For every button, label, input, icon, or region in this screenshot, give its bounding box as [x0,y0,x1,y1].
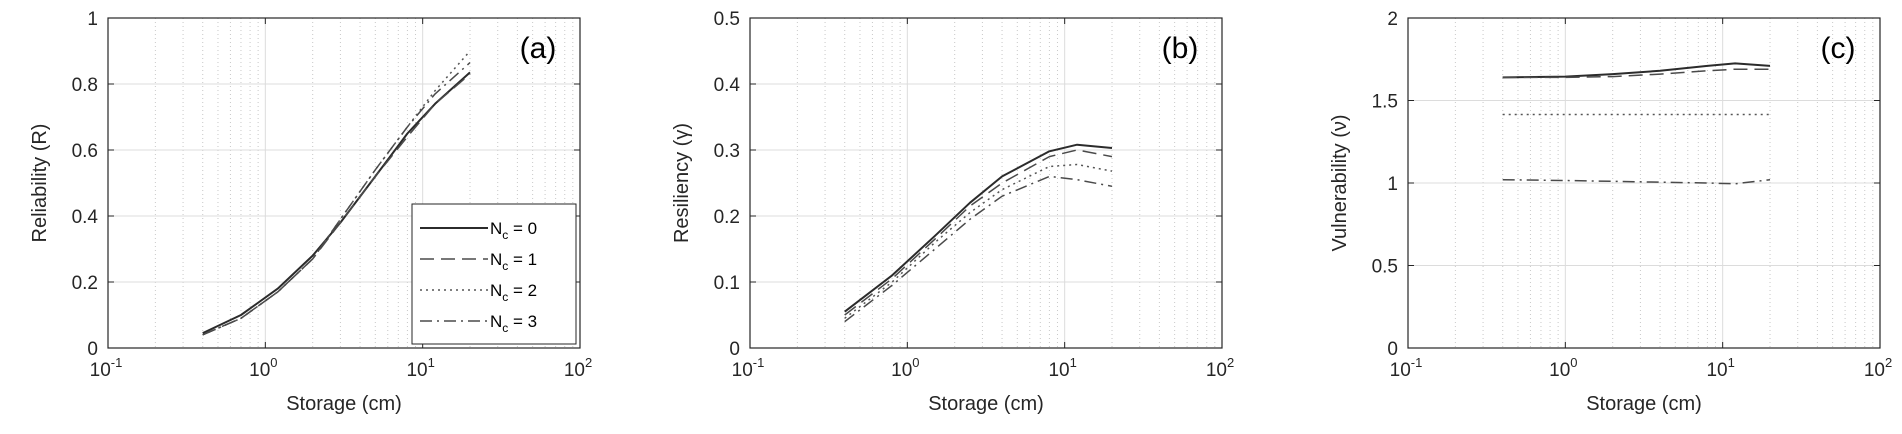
x-tick-label-base: 10 [406,360,427,381]
series-line-nc-1 [202,73,471,336]
x-axis-label: Storage (cm) [1586,393,1702,415]
y-tick-label: 0.5 [1372,257,1398,278]
legend: Nc = 0Nc = 1Nc = 2Nc = 3 [411,203,577,345]
x-tick-label-exponent: 1 [1728,355,1735,370]
legend-label-subscript: c [502,321,508,335]
panel-tag: (c) [1821,32,1856,65]
y-tick-label: 0.8 [72,75,98,96]
y-axis-label: Vulnerability (ν) [1329,114,1351,251]
x-tick-label-base: 10 [732,360,753,381]
legend-label-suffix: = 0 [508,219,537,238]
axes-box [749,17,1223,349]
panel-tag: (b) [1162,32,1199,65]
x-tick-label: 102 [564,355,592,381]
y-tick-label: 0.1 [714,273,740,294]
x-tick-label-exponent: 1 [1070,355,1077,370]
panel-tag: (a) [520,32,557,65]
legend-label: Nc = 2 [490,281,537,304]
series-line-nc-0 [844,143,1113,313]
legend-label: Nc = 3 [490,312,537,335]
series-line-nc-1 [844,149,1113,316]
x-tick-label-base: 10 [90,360,111,381]
x-tick-label-base: 10 [1549,360,1570,381]
x-tick-label-exponent: 0 [912,355,919,370]
series-line-nc-3 [844,175,1113,323]
x-tick-label-exponent: 0 [1570,355,1577,370]
legend-label-suffix: = 3 [508,312,537,331]
series-line-nc-3 [202,62,471,336]
x-tick-label-base: 10 [564,360,585,381]
y-tick-label: 1 [87,9,98,30]
x-tick-label: 101 [1706,355,1734,381]
x-tick-label: 101 [406,355,434,381]
legend-label-subscript: c [502,259,508,273]
x-tick-label: 10-1 [90,355,123,381]
y-tick-label: 0 [729,339,740,360]
x-tick-label-exponent: 2 [1885,355,1892,370]
y-tick-label: 0.4 [72,207,99,228]
y-tick-label: 0.2 [72,273,98,294]
axes-box [107,17,581,349]
legend-label-prefix: N [490,219,502,238]
x-tick-label-base: 10 [1864,360,1885,381]
x-tick-label-base: 10 [249,360,270,381]
series-group [1502,62,1771,185]
y-tick-label: 0.2 [714,207,740,228]
legend-label-prefix: N [490,250,502,269]
y-tick-label: 0.6 [72,141,98,162]
plot-area [750,18,1222,348]
series-group [202,50,471,336]
x-tick-label: 100 [249,355,277,381]
x-tick-label: 10-1 [732,355,765,381]
x-tick-label-exponent: -1 [111,355,123,370]
x-tick-label: 100 [1549,355,1577,381]
y-tick-label: 1.5 [1372,92,1398,113]
legend-label: Nc = 0 [490,219,537,242]
y-tick-label: 1 [1387,174,1398,195]
y-tick-label: 2 [1387,9,1398,30]
x-tick-label-exponent: 1 [428,355,435,370]
legend-label: Nc = 1 [490,250,537,273]
x-tick-label-base: 10 [1048,360,1069,381]
x-axis-label: Storage (cm) [286,393,402,415]
x-tick-label: 10-1 [1390,355,1423,381]
y-tick-label: 0.4 [714,75,741,96]
y-axis-label: Reliability (R) [29,124,51,243]
x-tick-label-exponent: 2 [1227,355,1234,370]
x-tick-label: 101 [1048,355,1076,381]
x-tick-label: 102 [1206,355,1234,381]
series-line-nc-1 [1502,68,1770,79]
legend-label-suffix: = 1 [508,250,537,269]
legend-label-prefix: N [490,281,502,300]
y-tick-label: 0.5 [714,9,740,30]
x-tick-label-exponent: -1 [753,355,765,370]
series-group [844,143,1113,323]
x-tick-label-exponent: 2 [585,355,592,370]
legend-label-suffix: = 2 [508,281,537,300]
x-tick-label-exponent: 0 [270,355,277,370]
series-line-nc-0 [1502,62,1771,79]
y-tick-label: 0 [87,339,98,360]
x-axis-label: Storage (cm) [928,393,1044,415]
x-tick-label-exponent: -1 [1411,355,1423,370]
x-tick-label-base: 10 [1390,360,1411,381]
x-tick-label-base: 10 [1706,360,1727,381]
y-tick-label: 0.3 [714,141,740,162]
x-tick-label: 102 [1864,355,1892,381]
x-tick-label-base: 10 [1206,360,1227,381]
y-tick-label: 0 [1387,339,1398,360]
legend-label-prefix: N [490,312,502,331]
y-axis-label: Resiliency (γ) [671,123,693,243]
x-tick-label-base: 10 [891,360,912,381]
x-tick-label: 100 [891,355,919,381]
legend-label-subscript: c [502,290,508,304]
legend-label-subscript: c [502,228,508,242]
